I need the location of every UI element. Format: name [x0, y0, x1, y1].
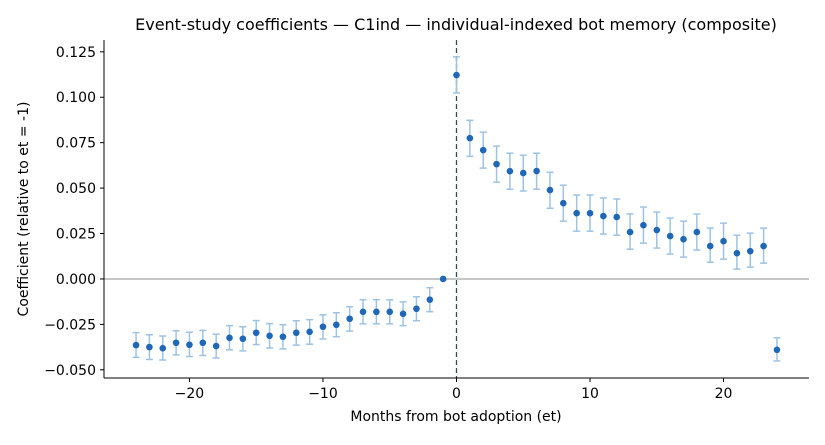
y-tick-label: 0.025 — [56, 227, 96, 243]
y-tick-label: 0.000 — [56, 272, 96, 288]
data-point — [413, 305, 420, 313]
data-point — [359, 308, 367, 316]
data-point — [159, 344, 167, 352]
data-point — [466, 134, 474, 142]
data-point — [640, 221, 647, 229]
plot-area: −20 −10 0 10 20 −0.050 −0.025 0.000 0.025 0.050 0.… — [44, 40, 809, 402]
data-point — [172, 339, 180, 347]
data-point — [613, 213, 621, 221]
data-point — [199, 339, 207, 347]
x-axis-label: Months from bot adoption (et) — [350, 409, 561, 425]
data-point — [693, 228, 701, 236]
data-point — [560, 199, 567, 207]
data-point — [519, 169, 527, 177]
data-point — [653, 226, 661, 234]
data-point — [226, 334, 233, 342]
data-point — [746, 247, 754, 255]
data-point — [586, 209, 594, 217]
data-point — [373, 308, 380, 316]
x-tick-label: 0 — [452, 386, 461, 402]
data-point — [706, 242, 714, 250]
data-point — [479, 146, 487, 154]
data-point — [212, 342, 220, 350]
data-point — [279, 333, 287, 341]
data-point — [132, 341, 140, 349]
data-point — [439, 275, 447, 283]
y-tick-label: −0.050 — [44, 363, 96, 379]
data-point — [573, 209, 580, 217]
data-point — [720, 237, 727, 245]
data-point — [546, 186, 554, 194]
y-tick-label: 0.075 — [56, 136, 96, 152]
data-point — [760, 242, 767, 250]
data-point — [239, 335, 247, 343]
y-tick-label: −0.025 — [44, 317, 96, 333]
y-tick-label: 0.100 — [56, 90, 96, 106]
x-tick-label: −10 — [308, 386, 338, 402]
data-point — [252, 329, 260, 337]
chart-title: Event-study coefficients — C1ind — indiv… — [135, 15, 777, 34]
y-tick-label: 0.125 — [56, 45, 96, 61]
data-point — [346, 315, 353, 323]
data-point — [626, 228, 634, 236]
data-point — [733, 249, 741, 257]
data-point — [453, 71, 460, 79]
data-point — [680, 235, 687, 243]
data-point — [266, 332, 273, 340]
data-point — [292, 329, 300, 337]
y-tick-label: 0.050 — [56, 181, 96, 197]
data-point — [426, 296, 434, 303]
x-tick-label: 20 — [715, 386, 733, 402]
x-tick-label: 10 — [581, 386, 599, 402]
data-point — [146, 343, 153, 351]
data-point — [186, 341, 193, 349]
data-point — [533, 167, 540, 175]
x-tick-label: −20 — [175, 386, 205, 402]
data-point — [493, 160, 500, 168]
data-point — [306, 328, 313, 336]
data-point — [399, 310, 407, 318]
data-point — [333, 321, 340, 329]
data-point — [386, 308, 394, 316]
data-point — [773, 346, 781, 354]
data-point — [319, 323, 327, 331]
data-point — [666, 232, 674, 240]
y-axis-label: Coefficient (relative to et = -1) — [16, 102, 32, 317]
data-point — [600, 212, 607, 220]
data-point — [506, 167, 514, 175]
